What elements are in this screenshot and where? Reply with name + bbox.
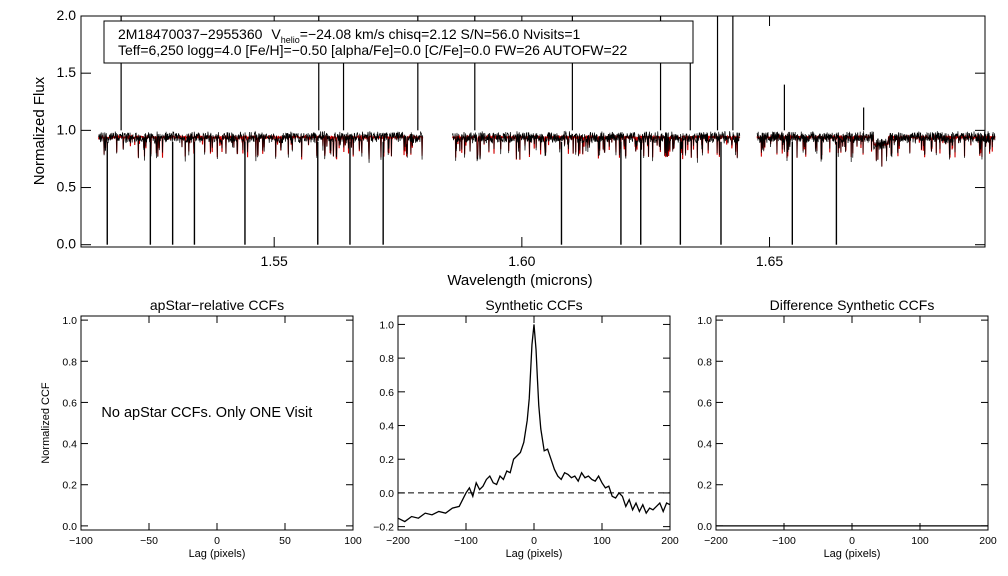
synthetic-ccf-ticks: −200 −100 0 100 200 −0.2 0.0 0.2 0.4 0.6 0.8 1.0 [373,316,679,547]
apstar-ccf-y-tick-label: 0.0 [62,521,77,533]
synthetic-ccf-y-tick-label: −0.2 [373,522,394,534]
apstar-ccf-x-tick-label: −50 [140,535,158,547]
difference-ccf-title: Difference Synthetic CCFs [770,297,935,313]
difference-ccf-x-axis-label: Lag (pixels) [824,548,881,560]
synthetic-ccf-x-tick-label: 0 [531,535,537,547]
spectrum-x-tick-label: 1.55 [261,253,288,269]
spectrum-y-tick-label: 1.5 [57,64,77,80]
difference-ccf-x-tick-label: 0 [849,535,855,547]
spectrum-y-axis-label: Normalized Flux [31,76,48,185]
apstar-ccf-y-tick-label: 0.8 [62,356,77,368]
apstar-ccf-x-tick-label: 0 [214,535,220,547]
synthetic-ccf-y-tick-label: 0.0 [379,488,394,500]
spectrum-y-tick-label: 1.0 [57,121,77,137]
apstar-ccf-x-tick-label: 100 [344,535,362,547]
vhelio-symbol: V [271,26,281,42]
synthetic-ccf-y-tick-label: 0.4 [379,421,394,433]
difference-ccf-ticks: −200 −100 0 100 200 0.0 0.2 0.4 0.6 0.8 1.0 [697,315,997,547]
synthetic-ccf-title: Synthetic CCFs [485,297,582,313]
spectrum-info-box [103,20,694,64]
apstar-ccf-y-tick-label: 1.0 [62,315,77,327]
synthetic-ccf-panel: Synthetic CCFs −200 −100 0 100 200 −0.2 0.0 0.2… [373,297,679,560]
spectrum-y-tick-label: 2.0 [57,7,77,23]
apstar-ccf-y-tick-label: 0.6 [62,397,77,409]
difference-ccf-y-tick-label: 1.0 [697,315,712,327]
spectrum-y-tick-label: 0.0 [57,236,77,252]
apstar-ccf-y-tick-label: 0.2 [62,480,77,492]
apstar-ccf-ticks: −100 −50 0 50 100 0.0 0.2 0.4 0.6 0.8 1.0 [62,315,362,547]
synthetic-ccf-y-tick-label: 0.2 [379,454,394,466]
apstar-ccf-panel: apStar−relative CCFs −100 −50 0 50 100 0.0 0.2… [40,297,362,560]
observed-spectrum-chip-1 [98,130,424,163]
synthetic-ccf-x-tick-label: 200 [661,535,679,547]
apstar-ccf-x-tick-label: −100 [69,535,93,547]
apstar-ccf-x-tick-label: 50 [279,535,291,547]
apstar-ccf-y-axis-label: Normalized CCF [40,382,52,464]
difference-ccf-y-tick-label: 0.4 [697,439,712,451]
apstar-ccf-title: apStar−relative CCFs [150,297,284,313]
difference-ccf-x-tick-label: 200 [979,535,997,547]
difference-ccf-y-tick-label: 0.6 [697,397,712,409]
synthetic-ccf-x-tick-label: −100 [454,535,478,547]
synthetic-ccf-x-axis-label: Lag (pixels) [506,548,563,560]
difference-ccf-x-tick-label: −200 [704,535,728,547]
difference-ccf-x-tick-label: −100 [772,535,796,547]
synthetic-ccf-x-tick-label: −200 [386,535,410,547]
synthetic-ccf-y-tick-label: 1.0 [379,319,394,331]
difference-ccf-y-tick-label: 0.8 [697,356,712,368]
synthetic-ccf-x-tick-label: 100 [593,535,611,547]
spectrum-frame [80,15,986,248]
observed-spectrum-chip-3 [756,130,996,167]
spectrum-x-axis-label: Wavelength (microns) [447,272,592,289]
synthetic-ccf-plot-area [397,324,671,523]
difference-ccf-panel: Difference Synthetic CCFs −200 −100 0 100 20… [697,297,997,560]
object-id: 2M18470037−2955360 [118,26,263,42]
vhelio-values: =−24.08 km/s chisq=2.12 S/N=56.0 Nvisits… [300,26,581,42]
apstar-ccf-y-tick-label: 0.4 [62,439,77,451]
spectrum-x-tick-label: 1.65 [756,253,783,269]
difference-ccf-y-tick-label: 0.0 [697,521,712,533]
apstar-ccf-x-axis-label: Lag (pixels) [189,548,246,560]
difference-ccf-x-tick-label: 100 [911,535,929,547]
spectrum-panel: 1.55 1.60 1.65 0.0 0.5 1.0 1.5 2.0 2M18470037−2… [31,7,996,289]
observed-spectrum-chip-2 [452,130,741,163]
difference-ccf-y-tick-label: 0.2 [697,480,712,492]
spectrum-info-line-2: Teff=6,250 logg=4.0 [Fe/H]=−0.50 [alpha/… [118,42,627,58]
spectrum-info-line-1: 2M18470037−2955360 Vhelio=−24.08 km/s chi… [118,26,581,45]
synthetic-ccf-y-tick-label: 0.6 [379,387,394,399]
spectrum-x-tick-label: 1.60 [508,253,535,269]
vhelio-subscript: helio [281,35,300,45]
synthetic-ccf-line [397,324,671,523]
apstar-ccf-annotation: No apStar CCFs. Only ONE Visit [101,405,312,421]
synthetic-ccf-y-tick-label: 0.8 [379,353,394,365]
spectrum-y-tick-label: 0.5 [57,179,77,195]
